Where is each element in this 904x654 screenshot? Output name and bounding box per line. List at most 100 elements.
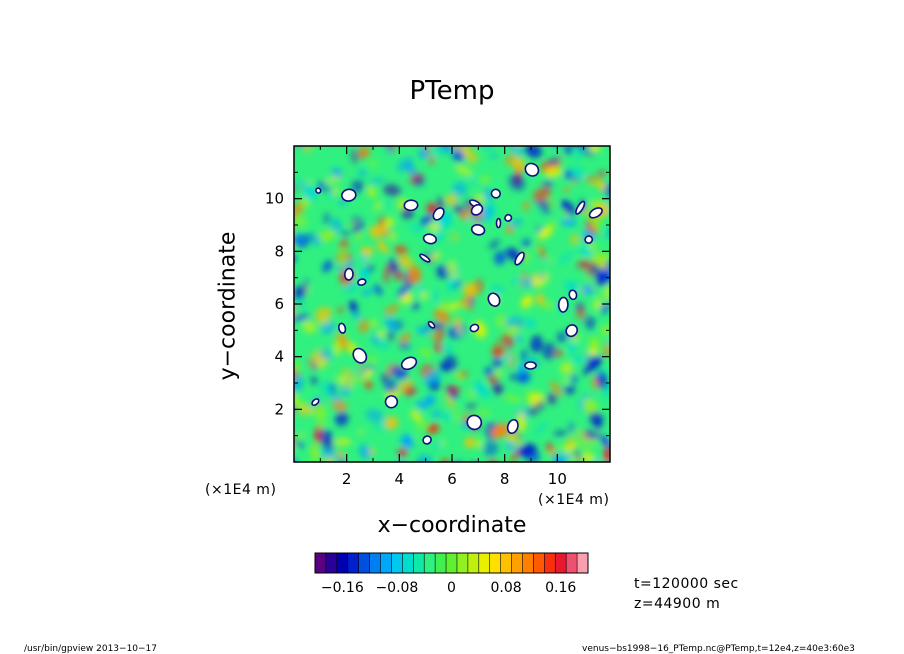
field-blob [585, 355, 602, 371]
field-blob [434, 309, 451, 325]
masked-region [343, 267, 354, 281]
field-blob [405, 163, 416, 174]
field-blob [568, 422, 575, 434]
field-blob [506, 429, 521, 442]
masked-region [490, 188, 501, 199]
field-blob [611, 457, 620, 466]
field-blob [308, 409, 314, 415]
field-blob [466, 215, 474, 224]
field-blob [373, 423, 388, 431]
field-blob [394, 245, 408, 256]
colorbar-cell [467, 553, 480, 573]
field-blob [487, 375, 499, 384]
field-blob [563, 186, 570, 194]
field-blob [358, 428, 364, 435]
field-blob [341, 368, 354, 377]
masked-region [470, 223, 486, 236]
field-blob [386, 330, 395, 342]
field-blob [466, 402, 477, 411]
field-blob [534, 246, 541, 251]
colorbar-cell [511, 553, 523, 573]
field-blob [446, 276, 458, 292]
field-blob [317, 230, 337, 242]
footer-right: venus−bs1998−16_PTemp.nc@PTemp,t=12e4,z=… [582, 644, 855, 654]
colorbar-cell [391, 553, 403, 573]
field-blob [383, 184, 401, 197]
field-blob [508, 146, 525, 156]
field-blob [582, 397, 599, 416]
field-blob [522, 278, 533, 288]
masked-region [575, 200, 586, 215]
masked-region [588, 207, 603, 219]
colorbar-cell [402, 553, 414, 573]
masked-region [557, 296, 569, 313]
field-blob [553, 350, 564, 357]
masked-region [565, 324, 579, 338]
masked-region [427, 320, 436, 329]
field-blob [562, 377, 568, 384]
field-blob [419, 348, 432, 358]
field-blob [390, 366, 408, 380]
field-blob [559, 361, 572, 374]
field-blob [327, 191, 333, 201]
colorbar-cell [358, 553, 370, 573]
field-blob [366, 264, 374, 273]
field-blob [420, 214, 434, 226]
field-blob [596, 373, 609, 390]
field-blob [525, 319, 536, 329]
field-blob [320, 428, 333, 447]
field-blob [431, 409, 442, 419]
colorbar-tick-label: 0.16 [545, 580, 576, 596]
field-blob [330, 217, 342, 234]
field-blob [439, 302, 450, 310]
field-blob [378, 329, 385, 338]
field-blob [452, 181, 468, 197]
masked-region [584, 235, 594, 244]
field-blob [492, 383, 504, 395]
colorbar-cell [413, 553, 425, 573]
field-blob [588, 223, 598, 235]
masked-region [514, 251, 525, 266]
field-blob [433, 441, 443, 451]
field-blob [589, 412, 604, 425]
field-blob [584, 315, 596, 330]
field-blob [564, 281, 581, 294]
masked-region [504, 213, 513, 222]
field-blob [470, 462, 478, 470]
field-blob [453, 371, 465, 381]
field-blob [313, 349, 321, 364]
field-blob [359, 169, 366, 177]
field-blob [400, 333, 411, 344]
field-blob [386, 230, 397, 241]
field-blob [521, 294, 533, 309]
x-tick-label: 2 [342, 470, 352, 488]
field-blob [563, 385, 576, 395]
field-blob [397, 255, 413, 268]
field-blob [571, 355, 586, 364]
masked-region [506, 418, 519, 435]
field-blob [448, 303, 458, 311]
field-blob [564, 146, 573, 155]
field-blob [444, 412, 451, 422]
field-blob [416, 283, 425, 295]
field-blob [409, 222, 423, 234]
masked-region [568, 289, 578, 301]
field-blob [544, 166, 562, 178]
field-blob [371, 335, 380, 345]
colorbar-cell [566, 553, 578, 573]
field-blob [338, 249, 348, 269]
masked-region [352, 347, 368, 364]
field-blob [312, 401, 327, 421]
field-blob [432, 288, 439, 305]
field-blob [425, 455, 433, 462]
field-blob [572, 439, 590, 450]
heatmap-masked-regions [311, 162, 603, 445]
field-blob [294, 375, 304, 394]
field-blob [429, 333, 442, 339]
field-blob [453, 408, 459, 425]
field-blob [423, 369, 442, 387]
field-blob [465, 437, 474, 449]
field-blob [506, 226, 514, 234]
field-blob [473, 381, 487, 395]
